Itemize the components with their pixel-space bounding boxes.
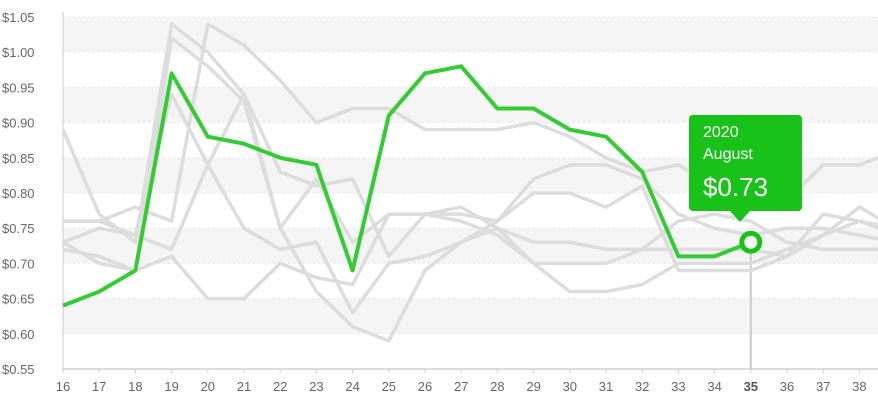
tooltip-month: August (703, 146, 753, 163)
x-tick-label: 17 (92, 379, 106, 394)
x-tick-label: 31 (599, 379, 613, 394)
x-tick-label: 23 (309, 379, 323, 394)
background-series-line (63, 22, 878, 294)
x-tick-label: 30 (563, 379, 577, 394)
y-tick-label: $0.65 (2, 292, 35, 307)
x-tick-label: 22 (273, 379, 287, 394)
x-tick-label: 34 (707, 379, 721, 394)
x-tick-label: 33 (671, 379, 685, 394)
x-tick-label: 32 (635, 379, 649, 394)
background-series-line (63, 36, 878, 343)
x-tick-label: 25 (382, 379, 396, 394)
y-tick-label: $0.55 (2, 362, 35, 377)
y-tick-label: $0.70 (2, 256, 35, 271)
background-band (63, 298, 878, 334)
x-tick-label: 38 (852, 379, 866, 394)
x-tick-label: 16 (56, 379, 70, 394)
gridlines (62, 12, 878, 370)
tooltip-value: $0.73 (703, 172, 769, 202)
x-axis-ticks: 16 17 18 19 20 21 22 23 24 25 26 27 28 29 30 31 32 33 34 35… (56, 369, 867, 394)
highlight-point (739, 230, 763, 254)
y-tick-label: $0.75 (2, 221, 35, 236)
y-tick-label: $0.95 (2, 80, 35, 95)
x-tick-label: 29 (526, 379, 540, 394)
x-tick-label: 27 (454, 379, 468, 394)
x-tick-label: 28 (490, 379, 504, 394)
highlight-series-line (62, 64, 752, 308)
x-tick-label: 26 (418, 379, 432, 394)
background-series-line (63, 92, 878, 315)
y-tick-label: $0.85 (2, 151, 35, 166)
x-tick-label: 19 (164, 379, 178, 394)
y-tick-label: $0.90 (2, 116, 35, 131)
x-tick-label: 21 (237, 379, 251, 394)
y-tick-label: $0.80 (2, 186, 35, 201)
x-tick-label: 35 (744, 379, 758, 394)
x-tick-label: 20 (201, 379, 215, 394)
tooltip-pointer (729, 210, 751, 222)
tooltip-year: 2020 (703, 124, 739, 141)
x-tick-label: 24 (345, 379, 359, 394)
y-tick-label: $1.05 (2, 10, 35, 25)
x-tick-label: 37 (816, 379, 830, 394)
value-tooltip: 2020 August $0.73 (689, 115, 802, 222)
highlight-series-group (62, 64, 752, 308)
x-tick-label: 36 (780, 379, 794, 394)
y-tick-label: $0.60 (2, 327, 35, 342)
highlight-point-marker[interactable] (739, 230, 763, 254)
x-tick-label: 18 (128, 379, 142, 394)
y-axis-ticks: $0.55 $0.60 $0.65 $0.70 $0.75 $0.80 $0.85 $0.90… (2, 10, 35, 377)
y-tick-label: $1.00 (2, 45, 35, 60)
